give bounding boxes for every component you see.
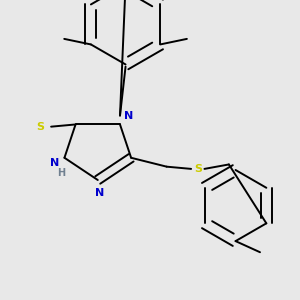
Text: N: N [95,188,105,198]
Text: N: N [50,158,59,168]
Text: S: S [36,122,44,132]
Text: N: N [124,111,134,121]
Text: S: S [194,164,202,174]
Text: H: H [57,168,65,178]
